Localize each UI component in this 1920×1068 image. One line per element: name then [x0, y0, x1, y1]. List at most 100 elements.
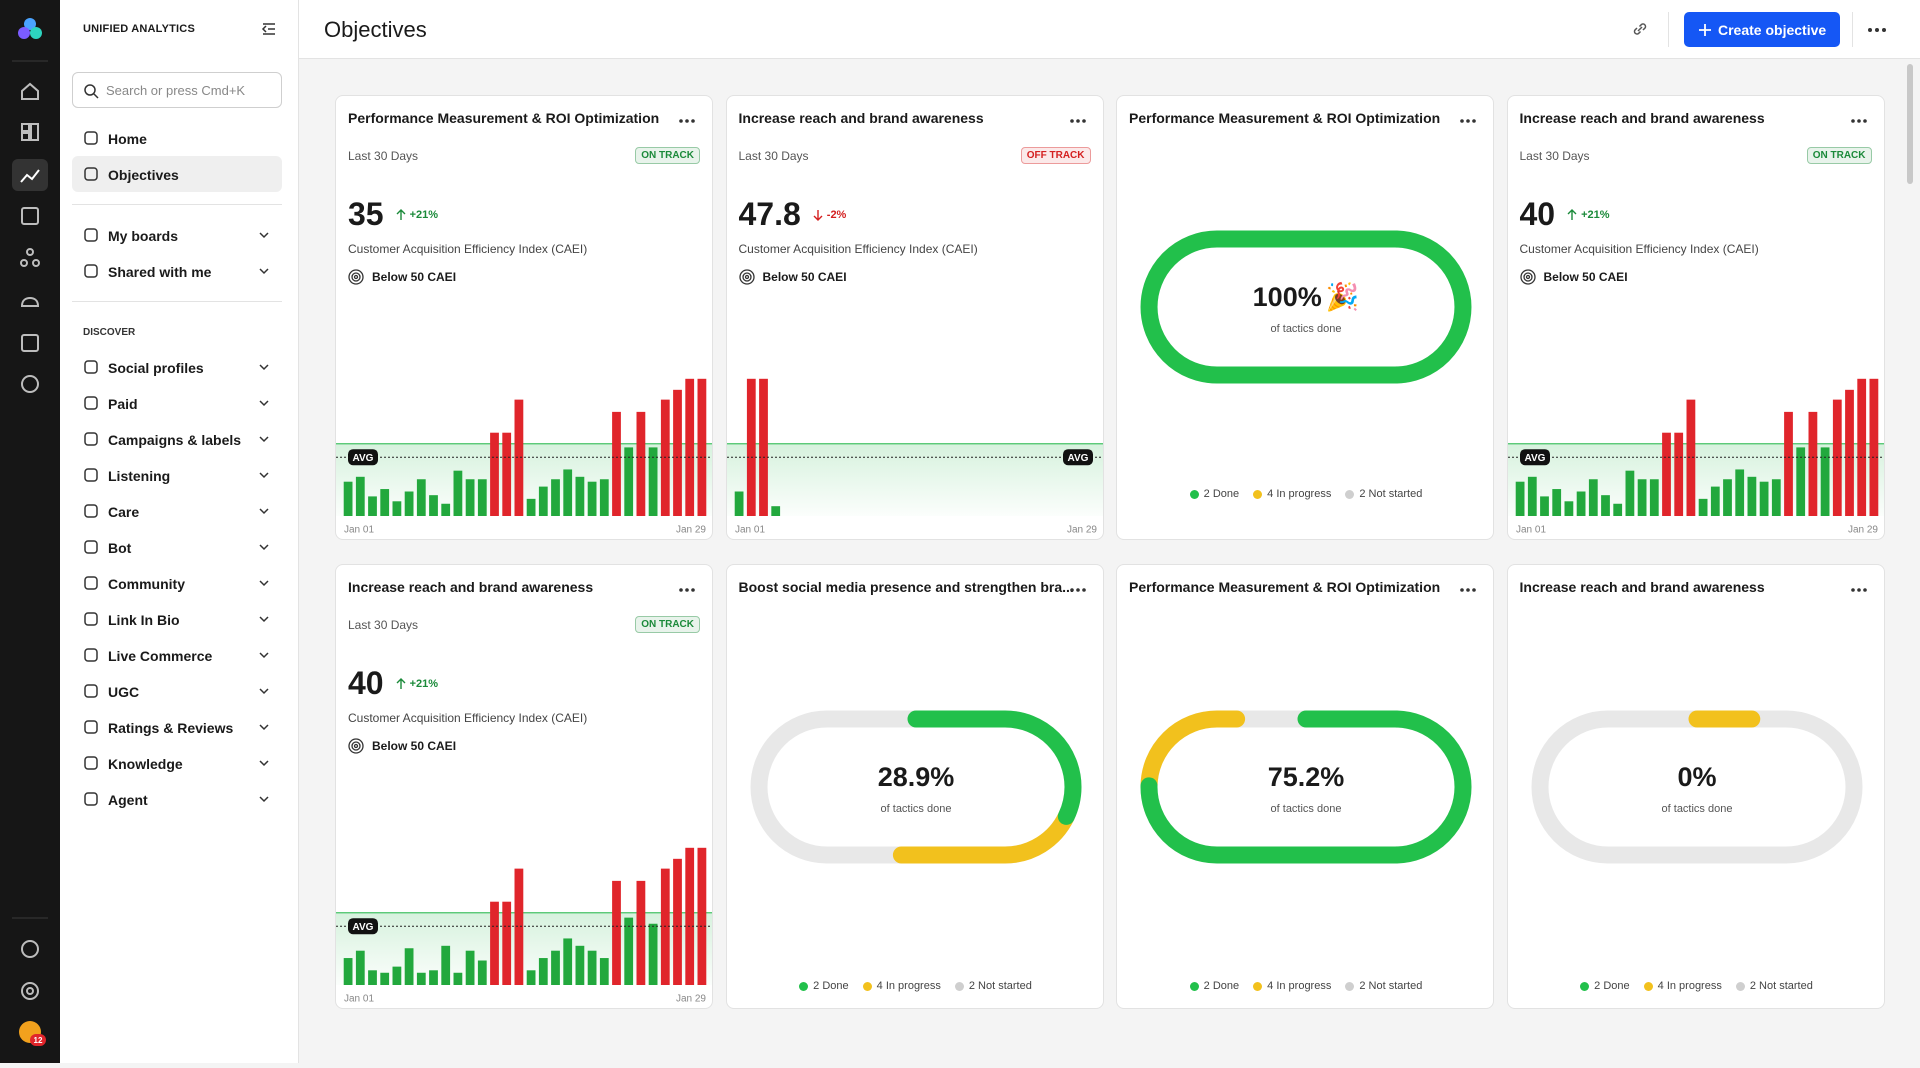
- chevron: [259, 580, 269, 587]
- progress-label: 75.2%: [1268, 762, 1345, 792]
- icon-shape: [84, 228, 98, 242]
- nav-item[interactable]: Home: [72, 120, 282, 156]
- chevron-shape: [259, 268, 269, 275]
- dot: [679, 119, 683, 123]
- objective-card[interactable]: Performance Measurement & ROI Optimizati…: [335, 95, 713, 540]
- arrow-shape: [396, 208, 406, 220]
- ring-done: [1140, 230, 1472, 384]
- dot: [1856, 119, 1861, 123]
- nav-item[interactable]: Agent: [72, 781, 282, 817]
- chevron: [259, 268, 269, 275]
- card-menu[interactable]: [678, 118, 696, 124]
- chevron: [259, 616, 269, 623]
- card-menu[interactable]: [1850, 118, 1868, 124]
- chevron: [259, 544, 269, 551]
- objective-card[interactable]: Increase reach and brand awareness Last 3…: [1506, 95, 1885, 540]
- bar: [551, 479, 560, 516]
- dot: [1862, 588, 1867, 592]
- chevron-shape: [259, 796, 269, 803]
- nav-item[interactable]: Care: [72, 493, 282, 529]
- legend-dot: [1189, 489, 1199, 499]
- ring: [353, 274, 359, 280]
- bar: [1588, 479, 1598, 516]
- rail-icon-set[interactable]: [20, 82, 40, 1000]
- objective-card[interactable]: Boost social media presence and strength…: [725, 564, 1104, 1009]
- objective-card[interactable]: Increase reach and brand awareness Last 3…: [335, 564, 713, 1009]
- legend-item: 2 Not started: [1345, 980, 1422, 992]
- objective-card[interactable]: Performance Measurement & ROI Optimizati…: [1116, 95, 1494, 540]
- bar: [1686, 399, 1695, 516]
- legend-label: 2 Not started: [968, 980, 1032, 992]
- nav-item[interactable]: Objectives: [72, 156, 282, 192]
- bar: [453, 972, 463, 985]
- chevron-shape: [259, 472, 269, 479]
- objective-card[interactable]: Increase reach and brand awareness Last 3…: [725, 95, 1104, 540]
- chevron-shape: [259, 760, 269, 767]
- progress-label: 28.9%: [877, 762, 954, 792]
- card-menu[interactable]: [1459, 587, 1477, 593]
- card-menu[interactable]: [1850, 587, 1868, 593]
- bar: [1820, 447, 1829, 516]
- bar: [636, 411, 646, 516]
- nav-item[interactable]: Ratings & Reviews: [72, 709, 282, 745]
- legend-dot: [799, 981, 809, 991]
- nav-icon: [84, 684, 98, 698]
- card-menu[interactable]: [1069, 118, 1087, 124]
- target-text: Below 50 CAEI: [372, 270, 457, 284]
- nav-item[interactable]: UGC: [72, 673, 282, 709]
- nav-item[interactable]: My boards: [72, 217, 282, 253]
- card-menu[interactable]: [678, 587, 696, 593]
- change: +21%: [1581, 208, 1610, 221]
- trend-arrow: [1567, 208, 1577, 220]
- collapse-button[interactable]: [261, 21, 277, 37]
- link-button[interactable]: [1631, 20, 1649, 38]
- logo: [18, 18, 42, 39]
- create-button[interactable]: Create objective: [1684, 12, 1841, 47]
- chevron-shape: [259, 580, 269, 587]
- nav-icon: [84, 396, 98, 410]
- dot: [1081, 588, 1086, 592]
- bar: [355, 476, 365, 516]
- search-placeholder: Search or press Cmd+K: [106, 83, 246, 98]
- nav-item[interactable]: Link In Bio: [72, 601, 282, 637]
- objective-card[interactable]: Increase reach and brand awareness 0% of t…: [1506, 564, 1885, 1009]
- more-button[interactable]: [1867, 22, 1887, 38]
- arrow-shape: [396, 677, 406, 689]
- bar: [575, 476, 585, 516]
- dot: [679, 588, 683, 592]
- header: Objectives Create objective: [299, 0, 1920, 59]
- nav-item[interactable]: Knowledge: [72, 745, 282, 781]
- chevron: [259, 508, 269, 515]
- nav-item[interactable]: Community: [72, 565, 282, 601]
- bar: [1832, 399, 1842, 516]
- nav-icon: [84, 792, 98, 806]
- nav-icon: [84, 540, 98, 554]
- bar: [453, 470, 463, 516]
- nav-item[interactable]: Shared with me: [72, 253, 282, 289]
- nav-label: Knowledge: [108, 756, 183, 772]
- nav-item[interactable]: Social profiles: [72, 349, 282, 385]
- nav-item[interactable]: Live Commerce: [72, 637, 282, 673]
- nav-item[interactable]: Campaigns & labels: [72, 421, 282, 457]
- nav-label: Community: [108, 576, 185, 592]
- bar: [526, 970, 536, 985]
- legend: 2 Done 4 In progress 2 Not started: [727, 980, 1103, 992]
- card-menu[interactable]: [1069, 587, 1087, 593]
- nav-item[interactable]: Paid: [72, 385, 282, 421]
- nav-item[interactable]: Listening: [72, 457, 282, 493]
- progress-value: 100% 🎉: [1253, 281, 1360, 313]
- legend-label: 2 Not started: [1359, 980, 1423, 992]
- legend-label: 2 Done: [1594, 980, 1630, 992]
- ring: [351, 272, 361, 282]
- legend-item: 4 In progress: [1253, 488, 1331, 500]
- bar: [368, 970, 377, 985]
- bar: [416, 479, 426, 516]
- card-menu[interactable]: [1459, 118, 1477, 124]
- progress-ring: 0% of tactics done: [1531, 710, 1862, 864]
- bar: [660, 399, 670, 516]
- objective-card[interactable]: Performance Measurement & ROI Optimizati…: [1116, 564, 1494, 1009]
- status-badge: ON TRACK: [635, 616, 700, 633]
- nav-item[interactable]: Bot: [72, 529, 282, 565]
- search-box[interactable]: Search or press Cmd+K: [72, 72, 282, 108]
